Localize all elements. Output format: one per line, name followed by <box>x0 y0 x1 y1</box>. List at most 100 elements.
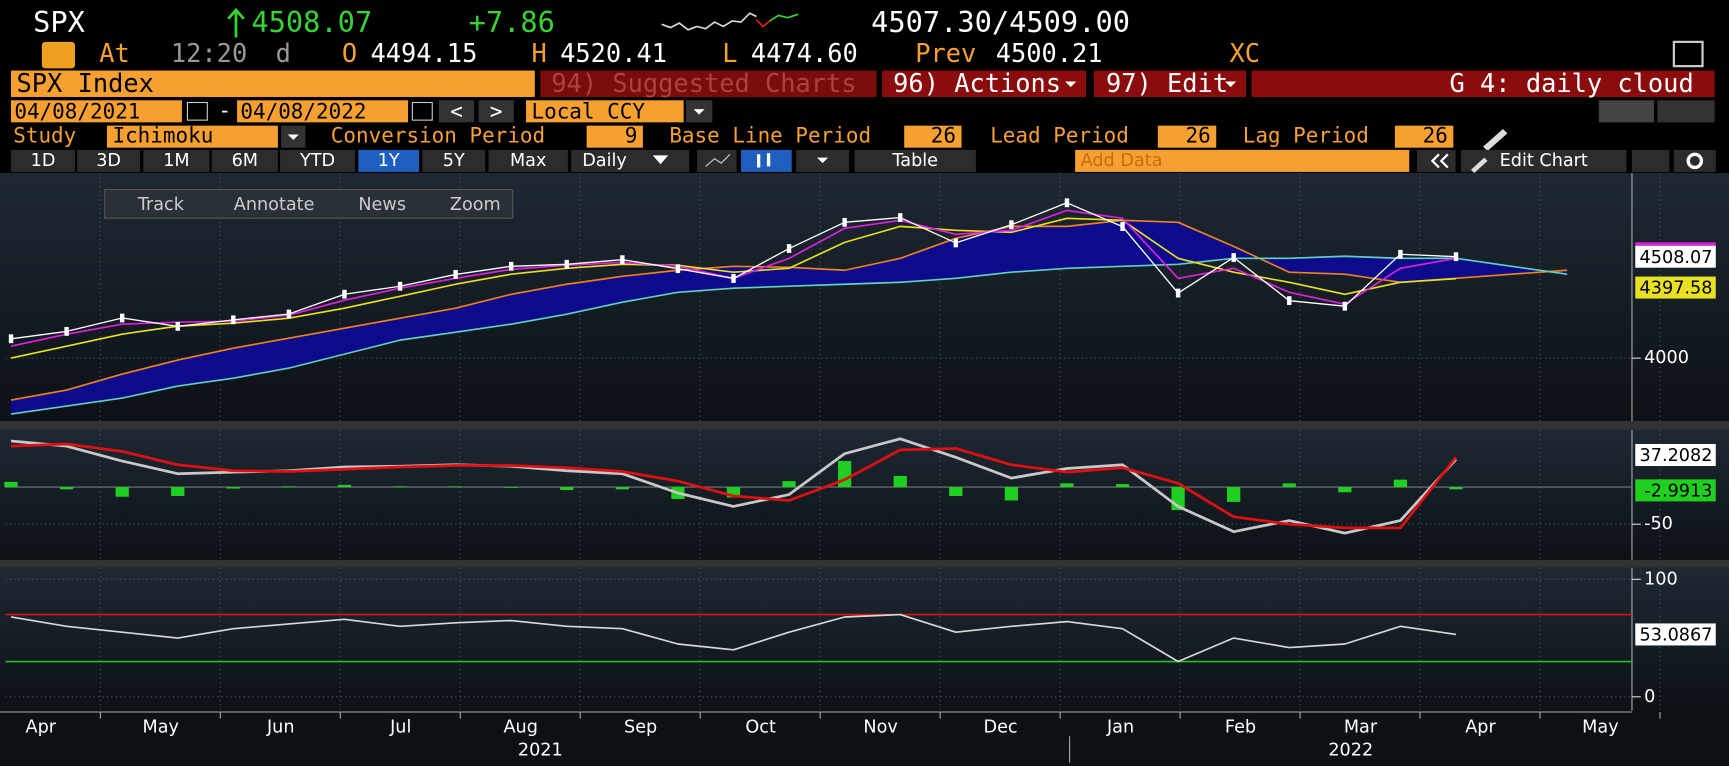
calendar-icon[interactable] <box>186 101 208 121</box>
edit-chart-button[interactable] <box>1461 149 1627 172</box>
x-tick-label: Jun <box>266 717 295 737</box>
period-button[interactable] <box>211 149 278 172</box>
param-box[interactable] <box>586 125 643 148</box>
start-date-box[interactable] <box>11 100 182 123</box>
quote-item: 4520.41 <box>560 38 667 68</box>
bid-ask: 4507.30/4509.00 <box>871 5 1130 39</box>
redo-button[interactable] <box>1657 100 1715 123</box>
period-button[interactable] <box>280 149 356 172</box>
x-tick-label: Jul <box>389 717 411 737</box>
price-candle <box>675 264 681 274</box>
histogram-bar <box>1282 483 1296 488</box>
period-button[interactable] <box>488 149 568 172</box>
gear-icon <box>1686 152 1704 170</box>
end-date: 04/08/2022 <box>240 99 366 123</box>
line-icon <box>705 153 731 167</box>
x-tick-label: May <box>143 717 179 737</box>
param-value: 26 <box>931 124 956 148</box>
chart-settings-button[interactable] <box>1631 149 1670 172</box>
next-button[interactable] <box>478 100 514 123</box>
histogram-bar <box>893 475 907 488</box>
last-value-tag <box>1635 623 1716 646</box>
histogram-bar <box>393 486 407 488</box>
period-button[interactable] <box>422 149 486 172</box>
last-value-tag <box>1635 245 1716 268</box>
series-line <box>10 255 1568 415</box>
quote-item: At <box>99 38 130 68</box>
chart-tool-label: Track <box>137 195 185 215</box>
histogram-bar <box>337 484 352 488</box>
period-button[interactable] <box>77 149 141 172</box>
series-line <box>10 442 1458 530</box>
dropdown-icon <box>1225 81 1237 88</box>
dropdown-icon <box>287 134 299 140</box>
param-box[interactable] <box>1394 125 1454 148</box>
security-box[interactable] <box>11 70 535 97</box>
line-type-button[interactable] <box>696 149 737 172</box>
suggested-label: 94) Suggested Charts <box>551 68 856 98</box>
year-label: 2021 <box>518 741 563 761</box>
price-candle <box>342 289 347 299</box>
collapse-button[interactable] <box>1416 149 1456 172</box>
calendar-icon[interactable] <box>411 101 433 121</box>
undo-button[interactable] <box>1598 100 1655 123</box>
alert-icon[interactable] <box>41 41 75 69</box>
candle-icon <box>756 153 771 168</box>
prev-button[interactable] <box>438 100 475 123</box>
last-value: 37.2082 <box>1640 446 1713 466</box>
currency-box[interactable] <box>525 100 684 123</box>
period-label: 1Y <box>378 151 400 171</box>
panel-divider[interactable] <box>0 559 1729 568</box>
period-button[interactable] <box>11 149 75 172</box>
histogram-bar <box>782 481 796 488</box>
series-line <box>10 217 1457 359</box>
chart-tools-box <box>104 189 514 219</box>
param-label: Base Line Period <box>669 124 871 148</box>
histogram-bar <box>171 487 185 496</box>
suggested-button[interactable] <box>540 70 877 97</box>
x-tick-label: Nov <box>863 717 897 737</box>
period-button[interactable] <box>143 149 210 172</box>
quote-item: 12:20 <box>171 38 247 68</box>
histogram-bar <box>1393 479 1408 488</box>
last-value-tag <box>1635 276 1716 299</box>
add-data-label: Add Data <box>1081 151 1163 171</box>
period-button[interactable] <box>358 149 420 172</box>
price-candle <box>620 255 625 265</box>
x-tick-label: Apr <box>1465 717 1496 737</box>
panel-divider[interactable] <box>0 421 1729 430</box>
price-candle <box>953 238 959 248</box>
param-box[interactable] <box>904 125 962 148</box>
last-value-tag <box>1635 479 1716 502</box>
window-icon[interactable] <box>1672 40 1704 68</box>
histogram-bar <box>1060 483 1074 488</box>
gear-button[interactable] <box>1673 149 1716 172</box>
table-button[interactable] <box>854 149 976 172</box>
edit-button[interactable] <box>1093 70 1247 97</box>
quote-item: L <box>722 38 737 68</box>
chart-tool-label: Annotate <box>234 195 315 215</box>
add-data-box[interactable] <box>1075 149 1410 172</box>
price-candle <box>1009 220 1014 230</box>
frequency-label: Daily <box>582 151 627 171</box>
histogram-bar <box>4 481 18 488</box>
study-box[interactable] <box>106 125 278 148</box>
histogram-bar <box>1338 487 1352 493</box>
period-label: 3D <box>96 151 121 171</box>
date-separator: - <box>218 98 231 122</box>
study-name: Ichimoku <box>112 124 213 148</box>
histogram-bar <box>1449 487 1463 490</box>
panel-background <box>0 567 1729 711</box>
candle-type-button[interactable] <box>741 149 792 172</box>
quote-item: H <box>531 38 546 68</box>
price-candle <box>1231 253 1236 262</box>
end-date-box[interactable] <box>237 100 408 123</box>
param-box[interactable] <box>1157 125 1217 148</box>
quote-item: d <box>276 38 291 68</box>
price-candle <box>175 321 180 331</box>
actions-button[interactable] <box>882 70 1087 97</box>
quote-item: 4500.21 <box>996 38 1103 68</box>
histogram-bar <box>115 487 129 497</box>
last-value: 53.0867 <box>1640 626 1713 646</box>
